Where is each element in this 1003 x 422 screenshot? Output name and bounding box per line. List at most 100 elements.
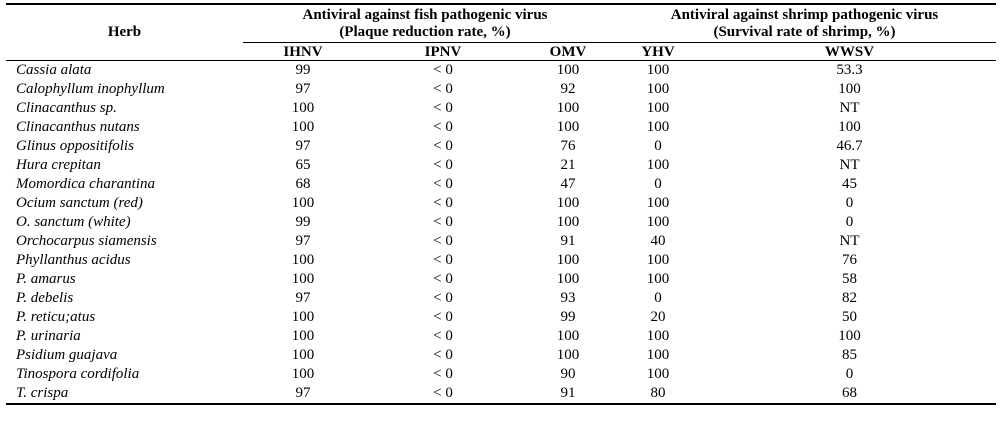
cell-herb: Momordica charantina (16, 176, 156, 192)
cell-omv: 100 (556, 347, 580, 363)
header-row-groups: Herb Antiviral against fish pathogenic v… (6, 3, 997, 61)
shrimp-group-subtitle: (Survival rate of shrimp, %) (713, 24, 896, 40)
cell-yhv: 20 (650, 309, 666, 325)
column-header-ipnv: IPNV (363, 42, 523, 61)
cell-herb: Ocium sanctum (red) (16, 195, 143, 211)
cell-ihnv: 100 (291, 309, 315, 325)
cell-ipnv: < 0 (433, 138, 453, 154)
cell-ihnv: 65 (295, 157, 311, 173)
cell-wwsv: 0 (845, 214, 854, 230)
table-row: Ocium sanctum (red) 100 < 0 100 100 0 (6, 194, 996, 213)
cell-herb: T. crispa (6, 384, 243, 405)
column-header-yhv: YHV (613, 42, 704, 61)
table-row: T. crispa 97 < 0 91 80 68 (6, 384, 997, 405)
cell-omv: 100 (556, 214, 580, 230)
cell-wwsv: 68 (703, 384, 997, 405)
cell-ipnv: < 0 (433, 271, 453, 287)
table-row: Calophyllum inophyllum 97 < 0 92 100 100 (6, 80, 996, 99)
cell-omv: 100 (556, 62, 580, 78)
table-row: Phyllanthus acidus 100 < 0 100 100 76 (6, 251, 996, 270)
table-row: Clinacanthus sp. 100 < 0 100 100 NT (6, 99, 996, 118)
cell-ipnv: < 0 (433, 233, 453, 249)
cell-herb: O. sanctum (white) (16, 214, 131, 230)
table-row: Orchocarpus siamensis 97 < 0 91 40 NT (6, 232, 996, 251)
cell-omv: 92 (560, 81, 576, 97)
cell-herb: Hura crepitan (16, 157, 101, 173)
column-header-ihnv: IHNV (243, 42, 363, 61)
cell-herb: Psidium guajava (16, 347, 118, 363)
cell-herb: Orchocarpus siamensis (16, 233, 157, 249)
table-body: Cassia alata 99 < 0 100 100 53.3 Calophyllum i… (6, 61, 997, 405)
column-header-wwsv: WWSV (703, 42, 997, 61)
cell-omv: 91 (560, 233, 576, 249)
cell-ihnv: 97 (295, 81, 311, 97)
cell-yhv: 100 (646, 328, 670, 344)
cell-ipnv: < 0 (433, 290, 453, 306)
fish-group-title: Antiviral against fish pathogenic virus (302, 7, 548, 23)
cell-wwsv: 50 (842, 309, 858, 325)
cell-omv: 100 (556, 252, 580, 268)
cell-omv: 90 (560, 366, 576, 382)
cell-herb: P. debelis (16, 290, 74, 306)
cell-wwsv: 100 (838, 328, 861, 344)
cell-herb: P. amarus (16, 271, 76, 287)
cell-ihnv: 97 (295, 138, 311, 154)
cell-omv: 21 (560, 157, 576, 173)
cell-herb: Calophyllum inophyllum (16, 81, 165, 97)
cell-yhv: 100 (646, 271, 670, 287)
cell-yhv: 0 (654, 138, 662, 154)
table-row: Hura crepitan 65 < 0 21 100 NT (6, 156, 996, 175)
cell-ihnv: 100 (291, 366, 315, 382)
cell-ipnv: < 0 (433, 157, 453, 173)
cell-yhv: 100 (646, 62, 670, 78)
cell-wwsv: NT (839, 157, 860, 173)
cell-herb: P. urinaria (16, 328, 81, 344)
cell-yhv: 100 (646, 157, 670, 173)
table-row: Psidium guajava 100 < 0 100 100 85 (6, 346, 996, 365)
column-header-omv: OMV (523, 42, 614, 61)
cell-ihnv: 100 (291, 271, 315, 287)
fish-virus-group-header: Antiviral against fish pathogenic virus … (243, 3, 614, 43)
cell-yhv: 80 (613, 384, 704, 405)
table-header: Herb Antiviral against fish pathogenic v… (6, 3, 997, 61)
cell-herb: Cassia alata (16, 62, 92, 78)
cell-yhv: 0 (654, 290, 662, 306)
cell-ihnv: 100 (291, 252, 315, 268)
cell-ipnv: < 0 (433, 309, 453, 325)
cell-herb: Clinacanthus nutans (16, 119, 140, 135)
cell-ihnv: 97 (243, 384, 363, 405)
cell-yhv: 100 (646, 347, 670, 363)
cell-wwsv: 100 (838, 119, 861, 135)
cell-omv: 100 (556, 328, 580, 344)
table-row: Cassia alata 99 < 0 100 100 53.3 (6, 61, 996, 81)
herb-antiviral-table: Herb Antiviral against fish pathogenic v… (6, 3, 997, 405)
cell-yhv: 40 (650, 233, 666, 249)
cell-wwsv: 76 (842, 252, 858, 268)
cell-wwsv: 82 (842, 290, 858, 306)
table-row: Tinospora cordifolia 100 < 0 90 100 0 (6, 365, 996, 384)
cell-wwsv: 100 (838, 81, 861, 97)
cell-ihnv: 97 (295, 290, 311, 306)
cell-wwsv: NT (839, 100, 860, 116)
cell-ipnv: < 0 (433, 347, 453, 363)
cell-ihnv: 100 (291, 119, 315, 135)
table-row: P. amarus 100 < 0 100 100 58 (6, 270, 996, 289)
cell-omv: 100 (556, 271, 580, 287)
cell-ihnv: 100 (291, 100, 315, 116)
cell-omv: 100 (556, 100, 580, 116)
cell-wwsv: NT (839, 233, 860, 249)
cell-yhv: 0 (654, 176, 662, 192)
cell-omv: 100 (556, 119, 580, 135)
cell-wwsv: 45 (842, 176, 858, 192)
cell-omv: 76 (560, 138, 576, 154)
cell-ihnv: 100 (291, 328, 315, 344)
cell-omv: 47 (560, 176, 576, 192)
table-row: Glinus oppositifolis 97 < 0 76 0 46.7 (6, 137, 996, 156)
shrimp-group-title: Antiviral against shrimp pathogenic viru… (670, 7, 939, 23)
cell-ipnv: < 0 (433, 195, 453, 211)
cell-omv: 100 (556, 195, 580, 211)
cell-omv: 91 (523, 384, 614, 405)
cell-ihnv: 100 (291, 347, 315, 363)
cell-yhv: 100 (646, 366, 670, 382)
